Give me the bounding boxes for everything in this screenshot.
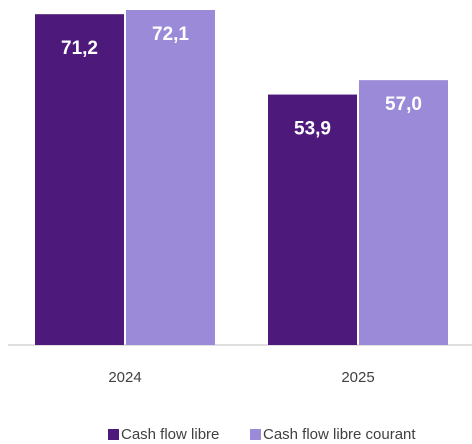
value-label: 71,2 [61, 38, 98, 59]
value-label: 57,0 [385, 94, 422, 115]
bar [35, 14, 124, 345]
legend-label: Cash flow libre [121, 426, 219, 443]
legend-swatch [108, 429, 119, 440]
value-label: 72,1 [152, 24, 189, 45]
bar [268, 94, 357, 345]
legend-swatch [250, 429, 261, 440]
x-tick-label: 2024 [108, 369, 141, 386]
value-label: 53,9 [294, 119, 331, 140]
bar [359, 80, 448, 346]
x-tick-label: 2025 [341, 369, 374, 386]
legend-label: Cash flow libre courant [263, 426, 416, 443]
bar [126, 10, 215, 345]
